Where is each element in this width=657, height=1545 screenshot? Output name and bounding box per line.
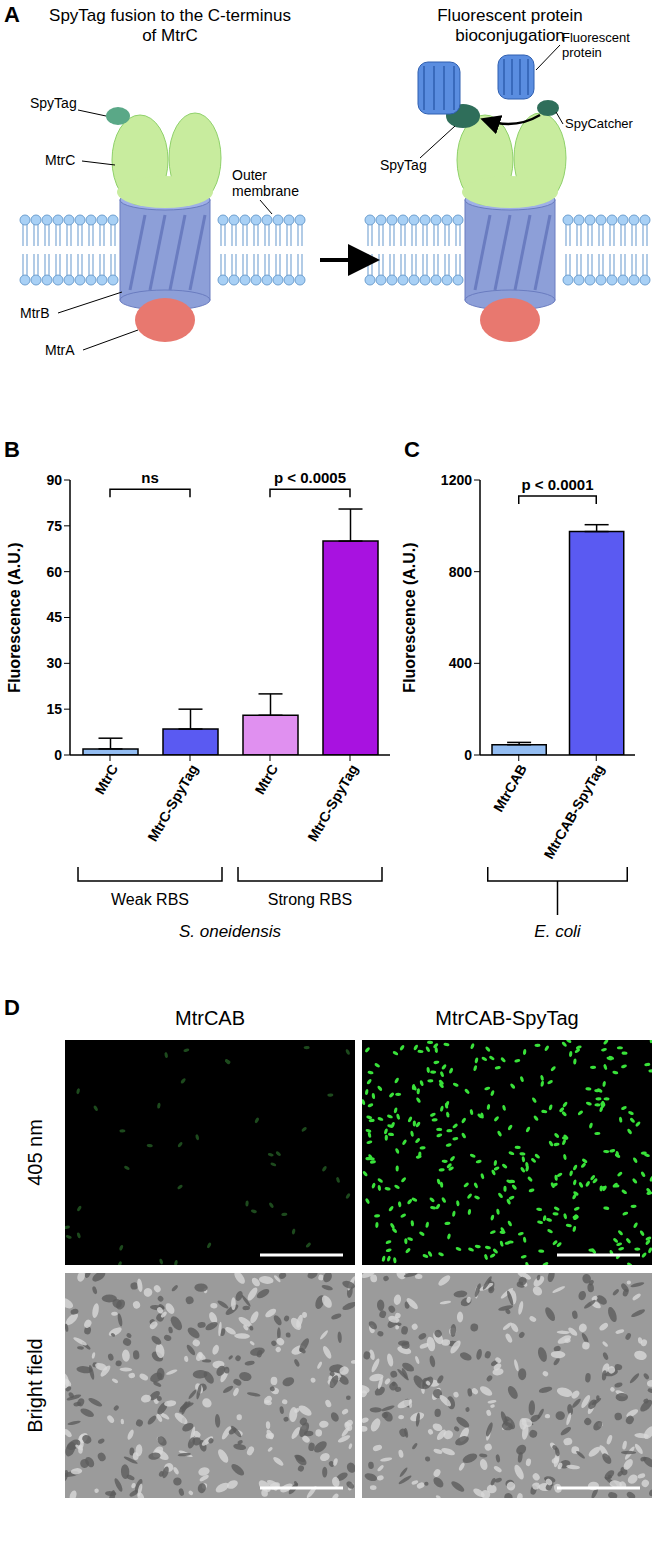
svg-text:Outermembrane: Outermembrane bbox=[232, 167, 299, 199]
svg-text:MtrC: MtrC bbox=[91, 761, 121, 797]
html-text:MtrCAB-SpyTag: MtrCAB-SpyTag bbox=[435, 1007, 579, 1029]
svg-text:MtrB: MtrB bbox=[20, 305, 50, 321]
html-text:A: A bbox=[4, 2, 20, 27]
svg-text:Strong RBS: Strong RBS bbox=[268, 891, 352, 908]
html-text:B: B bbox=[4, 437, 20, 462]
svg-text:Bright field: Bright field bbox=[24, 1338, 46, 1433]
svg-text:1200: 1200 bbox=[441, 472, 472, 488]
html-text:Fluorescent protein bioconjuga: Fluorescent protein bioconjugation bbox=[437, 6, 583, 45]
svg-text:Fluorescence (A.U.): Fluorescence (A.U.) bbox=[6, 542, 23, 692]
svg-text:MtrC-SpyTag: MtrC-SpyTag bbox=[144, 761, 201, 844]
svg-text:S. oneidensis: S. oneidensis bbox=[179, 922, 282, 941]
svg-text:SpyCatcher: SpyCatcher bbox=[565, 116, 634, 131]
svg-text:p < 0.0005: p < 0.0005 bbox=[274, 469, 346, 486]
svg-text:30: 30 bbox=[46, 655, 62, 671]
html-text:C: C bbox=[404, 437, 420, 462]
svg-text:90: 90 bbox=[46, 472, 62, 488]
svg-text:SpyTag: SpyTag bbox=[30, 95, 77, 111]
svg-text:Fluorescence (A.U.): Fluorescence (A.U.) bbox=[401, 542, 418, 692]
svg-text:MtrC-SpyTag: MtrC-SpyTag bbox=[304, 761, 361, 844]
svg-text:p < 0.0001: p < 0.0001 bbox=[521, 476, 593, 493]
svg-text:SpyTag: SpyTag bbox=[380, 157, 427, 173]
svg-text:45: 45 bbox=[46, 609, 62, 625]
svg-text:MtrC: MtrC bbox=[45, 152, 75, 168]
html-text:D: D bbox=[4, 995, 20, 1020]
svg-text:E. coli: E. coli bbox=[534, 922, 582, 941]
svg-text:75: 75 bbox=[46, 518, 62, 534]
svg-text:405 nm: 405 nm bbox=[24, 1119, 46, 1186]
svg-text:400: 400 bbox=[449, 655, 473, 671]
svg-text:MtrA: MtrA bbox=[45, 342, 75, 358]
svg-text:Weak RBS: Weak RBS bbox=[111, 891, 189, 908]
svg-text:15: 15 bbox=[46, 701, 62, 717]
html-text:SpyTag fusion to the C-terminu: SpyTag fusion to the C-terminus of MtrC bbox=[49, 6, 291, 45]
svg-text:60: 60 bbox=[46, 564, 62, 580]
svg-text:MtrC: MtrC bbox=[251, 761, 281, 797]
svg-text:Fluorescentprotein: Fluorescentprotein bbox=[562, 30, 630, 60]
svg-text:MtrCAB: MtrCAB bbox=[490, 761, 530, 814]
svg-text:ns: ns bbox=[141, 469, 159, 486]
svg-text:0: 0 bbox=[464, 747, 472, 763]
svg-text:800: 800 bbox=[449, 564, 473, 580]
html-text:MtrCAB: MtrCAB bbox=[175, 1007, 245, 1029]
svg-text:MtrCAB-SpyTag: MtrCAB-SpyTag bbox=[540, 761, 607, 861]
svg-text:0: 0 bbox=[54, 747, 62, 763]
